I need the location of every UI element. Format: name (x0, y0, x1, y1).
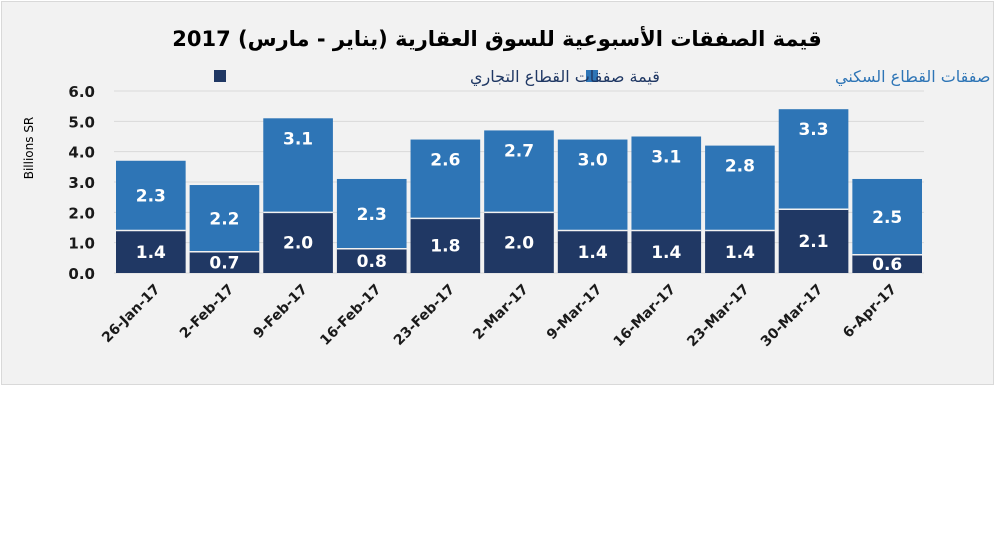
data-label: 2.1 (798, 232, 828, 252)
bar-residential (410, 139, 481, 219)
data-label: 2.0 (504, 234, 534, 254)
data-label: 2.0 (283, 234, 313, 254)
data-label: 2.5 (872, 208, 902, 228)
bar-residential (631, 136, 702, 231)
x-tick-label: 16-Mar-17 (611, 282, 680, 351)
y-axis-label: Billions SR (22, 117, 36, 180)
y-tick-label: 4.0 (68, 144, 95, 162)
data-label: 1.4 (578, 243, 608, 263)
bar-commercial (705, 230, 775, 273)
bar-commercial (116, 230, 186, 273)
bar-residential (557, 139, 628, 231)
legend-label-commercial: قيمة صفقات القطاع التجاري (470, 67, 660, 87)
data-label: 2.3 (357, 205, 387, 225)
x-tick-label: 2-Mar-17 (470, 282, 532, 344)
data-label: 0.8 (357, 252, 387, 272)
bar-commercial (410, 218, 481, 273)
data-label: 0.6 (872, 255, 902, 275)
bar-residential (484, 130, 554, 213)
x-tick-label: 9-Mar-17 (544, 282, 606, 344)
y-tick-label: 0.0 (68, 265, 95, 283)
data-label: 1.4 (136, 243, 166, 263)
data-label: 2.8 (725, 157, 755, 177)
data-label: 2.6 (430, 151, 460, 171)
data-label: 0.7 (209, 253, 239, 273)
data-label: 1.4 (651, 243, 681, 263)
bar-residential (189, 185, 260, 252)
y-tick-label: 1.0 (68, 235, 95, 253)
data-label: 2.3 (136, 187, 166, 207)
data-label: 1.4 (725, 243, 755, 263)
data-label: 2.2 (209, 209, 239, 229)
data-label: 3.1 (651, 148, 681, 168)
x-tick-label: 6-Apr-17 (840, 282, 900, 342)
bar-residential (778, 109, 849, 210)
legend-label-residential: قيمة صفقات القطاع السكني (835, 67, 996, 87)
x-tick-label: 23-Mar-17 (684, 282, 753, 351)
data-label: 1.8 (430, 237, 460, 257)
bar-commercial (778, 209, 849, 273)
bar-residential (852, 178, 922, 255)
bar-commercial (557, 230, 628, 273)
data-label: 2.7 (504, 141, 534, 161)
x-tick-label: 26-Jan-17 (99, 282, 164, 347)
y-tick-label: 5.0 (68, 113, 95, 131)
bar-residential (263, 118, 333, 213)
x-tick-label: 2-Feb-17 (177, 282, 237, 342)
bar-commercial (263, 212, 333, 273)
data-label: 3.0 (578, 151, 608, 171)
x-tick-label: 23-Feb-17 (391, 282, 458, 349)
y-tick-label: 2.0 (68, 204, 95, 222)
bar-commercial (189, 251, 260, 273)
data-label: 3.1 (283, 129, 313, 149)
bar-commercial (631, 230, 702, 273)
bar-commercial (336, 248, 407, 273)
bar-commercial (484, 212, 554, 273)
legend-swatch-commercial (214, 70, 226, 82)
legend-swatch-residential (586, 70, 598, 82)
bar-residential (705, 145, 775, 231)
legend: قيمة صفقات القطاع السكني قيمة صفقات القط… (214, 67, 996, 87)
bar-residential (116, 160, 186, 231)
data-label: 3.3 (798, 120, 828, 140)
y-tick-label: 3.0 (68, 174, 95, 192)
chart-title: قيمة الصفقات الأسبوعية للسوق العقارية (ي… (172, 25, 822, 51)
bar-commercial (852, 254, 922, 273)
x-tick-label: 16-Feb-17 (317, 282, 384, 349)
x-tick-label: 30-Mar-17 (758, 282, 827, 351)
x-tick-label: 9-Feb-17 (251, 282, 311, 342)
y-tick-label: 6.0 (68, 83, 95, 101)
bar-residential (336, 178, 407, 249)
